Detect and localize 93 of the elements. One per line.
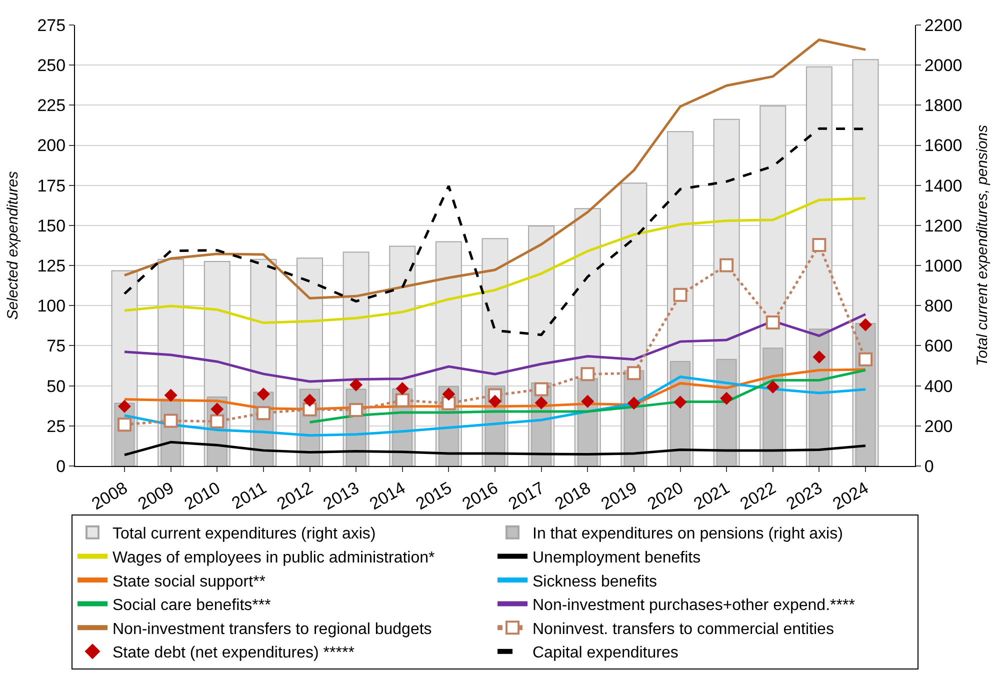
x-tick-label: 2013 [320, 478, 362, 514]
point [858, 352, 872, 366]
point [626, 366, 641, 380]
legend-label: Capital expenditures [532, 644, 678, 662]
y-tick-label: 0 [56, 456, 66, 476]
point [349, 403, 364, 418]
x-tick-label: 2014 [366, 478, 409, 514]
line-series [123, 376, 867, 437]
point [256, 388, 270, 401]
x-tick-label: 2022 [736, 478, 780, 514]
point [303, 394, 316, 407]
point [766, 380, 780, 394]
point [534, 396, 548, 410]
line-series [123, 38, 867, 300]
y-tick-label: 250 [37, 56, 66, 76]
legend-label: State debt (net expenditures) ***** [112, 644, 354, 662]
y2-tick-label: 800 [924, 296, 953, 316]
legend-label: Sickness benefits [532, 573, 658, 590]
y2-tick-label: 0 [924, 456, 934, 476]
x-tick-label: 2016 [458, 478, 502, 514]
y-tick-label: 25 [46, 416, 66, 436]
point [256, 406, 270, 420]
y-tick-label: 225 [37, 96, 66, 116]
x-tick-label: 2020 [644, 478, 686, 514]
legend-label: State social support** [112, 573, 266, 590]
legend-label: Unemployment benefits [532, 549, 701, 566]
x-tick-label: 2012 [274, 478, 316, 514]
legend-label: Wages of employees in public administration* [112, 549, 435, 566]
y2-tick-label: 200 [924, 416, 953, 436]
line-series [123, 440, 867, 456]
x-tick-label: 2009 [134, 478, 178, 514]
legend-label: Social care benefits*** [112, 597, 271, 614]
y-tick-label: 75 [46, 336, 66, 356]
point [674, 396, 687, 409]
point [164, 388, 178, 402]
y2-tick-label: 1400 [924, 176, 962, 196]
point [812, 238, 826, 252]
point [720, 258, 734, 272]
legend-label: Non-investment transfers to regional budgets [112, 620, 432, 638]
point [581, 394, 594, 408]
y2-tick-label: 1600 [924, 136, 962, 156]
x-tick-label: 2008 [88, 478, 131, 514]
legend-label: Non-investment purchases+other expend.**** [532, 597, 855, 614]
point [118, 400, 131, 413]
y2-axis-title: Total current expenditures, pensions [974, 124, 992, 366]
point [534, 382, 548, 396]
line-series [308, 368, 867, 424]
point [164, 414, 178, 428]
y-tick-label: 50 [46, 376, 66, 396]
y-tick-label: 275 [37, 16, 66, 35]
legend-label: Total current expenditures (right axis) [112, 526, 376, 543]
x-tick-label: 2024 [829, 478, 872, 514]
x-tick-label: 2023 [783, 478, 826, 514]
point [488, 394, 502, 408]
y-axis-title: Selected expenditures [4, 170, 22, 320]
point [766, 315, 780, 330]
point [396, 382, 409, 396]
point [627, 396, 640, 410]
legend-label: In that expenditures on pensions (right axis) [532, 526, 843, 543]
point [118, 418, 132, 432]
point [210, 414, 224, 428]
y2-tick-label: 1000 [924, 256, 962, 276]
y2-tick-label: 2000 [924, 56, 962, 76]
point [395, 393, 410, 408]
point [812, 350, 826, 364]
y2-tick-label: 1200 [924, 216, 962, 236]
y2-tick-label: 600 [924, 336, 953, 356]
point [350, 378, 363, 392]
x-tick-label: 2011 [228, 478, 270, 514]
y-tick-label: 100 [37, 296, 66, 316]
y-tick-label: 125 [37, 256, 66, 276]
point [302, 402, 317, 416]
x-tick-label: 2019 [598, 478, 640, 514]
point [580, 367, 595, 382]
point [442, 396, 456, 410]
point [859, 318, 872, 332]
y-tick-label: 200 [37, 136, 66, 156]
y2-tick-label: 400 [924, 376, 953, 396]
y2-tick-label: 1800 [924, 96, 962, 116]
legend-label: Noninvest. transfers to commercial entities [532, 620, 834, 638]
point [442, 388, 456, 401]
point [210, 402, 224, 416]
y-tick-label: 150 [37, 216, 66, 236]
point [673, 288, 688, 302]
y-tick-label: 175 [37, 176, 66, 196]
line-series [123, 197, 867, 324]
x-tick-label: 2018 [552, 478, 594, 514]
point [720, 392, 734, 405]
y2-tick-label: 2200 [924, 16, 962, 35]
x-tick-label: 2015 [412, 478, 455, 514]
x-tick-label: 2017 [505, 478, 548, 514]
x-tick-label: 2010 [181, 478, 224, 514]
x-tick-label: 2021 [690, 478, 733, 514]
